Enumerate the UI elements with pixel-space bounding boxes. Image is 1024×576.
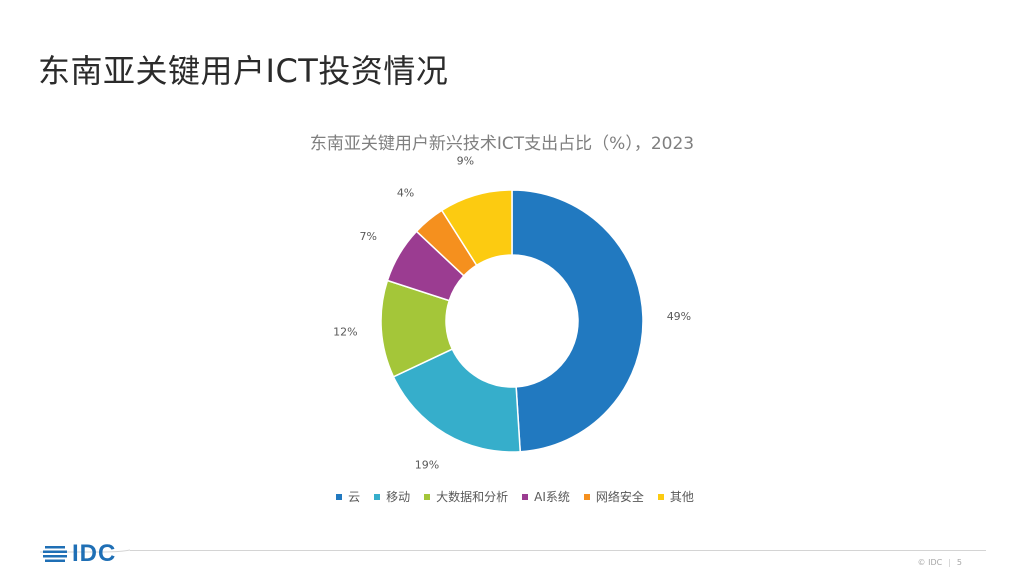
legend-label: 网络安全 bbox=[595, 490, 644, 504]
footer-info: © IDC | 5 bbox=[917, 558, 962, 567]
legend-swatch bbox=[424, 493, 431, 500]
legend-item: 云 bbox=[336, 488, 360, 505]
legend-item: 移动 bbox=[374, 488, 410, 505]
page-number: 5 bbox=[956, 558, 962, 567]
slice-data-label: 49% bbox=[667, 310, 691, 323]
slice-data-label: 4% bbox=[397, 186, 414, 199]
legend-swatch bbox=[657, 493, 664, 500]
chart-title: 东南亚关键用户新兴技术ICT支出占比（%），2023 bbox=[309, 134, 695, 154]
donut-slice bbox=[440, 189, 513, 267]
legend-item: 大数据和分析 bbox=[424, 488, 508, 505]
footer-decoration bbox=[40, 549, 131, 553]
footer-divider bbox=[130, 550, 986, 551]
legend-swatch bbox=[522, 493, 529, 500]
slice-data-label: 9% bbox=[457, 155, 474, 168]
legend-label: AI系统 bbox=[534, 490, 570, 504]
legend-item: 网络安全 bbox=[583, 488, 644, 505]
page-title: 东南亚关键用户ICT投资情况 bbox=[38, 52, 449, 90]
legend-swatch bbox=[583, 493, 590, 500]
slice-data-label: 7% bbox=[360, 230, 377, 243]
donut-slice bbox=[511, 189, 644, 453]
legend-swatch bbox=[336, 493, 343, 500]
donut-slice bbox=[392, 348, 522, 453]
legend-swatch bbox=[374, 493, 381, 500]
legend-label: 移动 bbox=[386, 490, 411, 504]
slice-data-label: 12% bbox=[333, 325, 357, 338]
idc-logo: IDC bbox=[42, 540, 116, 568]
idc-globe-icon bbox=[43, 546, 67, 562]
legend-item: 其他 bbox=[657, 488, 694, 505]
copyright-text: © IDC bbox=[917, 558, 943, 567]
legend-label: 其他 bbox=[669, 490, 694, 504]
chart-legend: 云 移动 大数据和分析 AI系统 网络安全 其他 bbox=[0, 488, 1024, 505]
legend-item: AI系统 bbox=[522, 488, 570, 505]
legend-label: 云 bbox=[348, 490, 361, 504]
idc-logo-text: IDC bbox=[72, 540, 117, 567]
legend-label: 大数据和分析 bbox=[436, 490, 509, 504]
slice-data-label: 19% bbox=[415, 459, 439, 472]
